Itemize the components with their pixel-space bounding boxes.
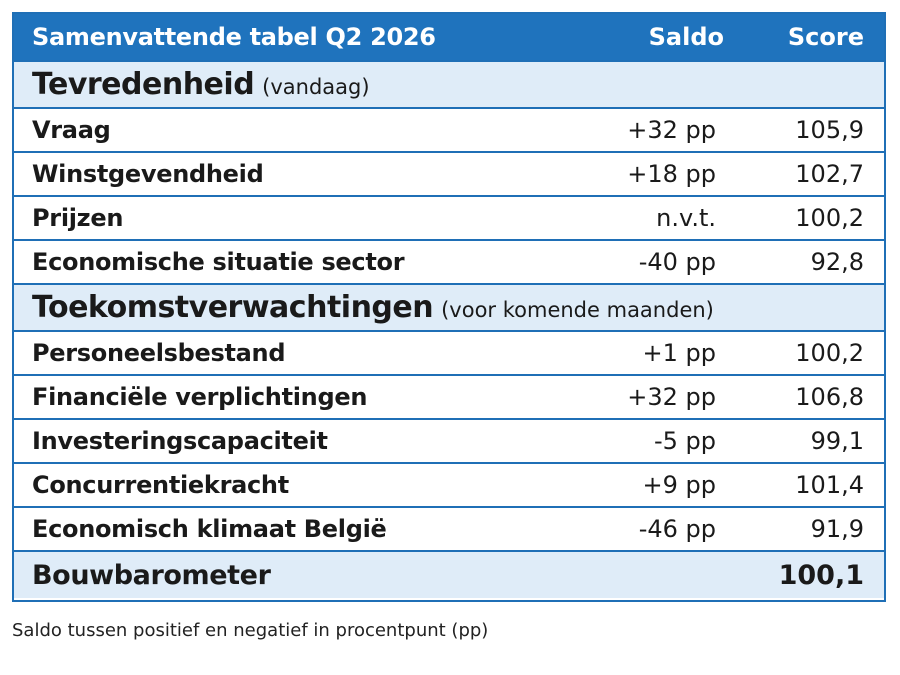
row-saldo: -40 pp: [638, 248, 716, 276]
row-saldo: +1 pp: [642, 339, 716, 367]
table-title: Samenvattende tabel Q2 2026: [32, 23, 436, 51]
row-saldo: -5 pp: [653, 427, 716, 455]
row-saldo: -46 pp: [638, 515, 716, 543]
score-column-header: Score: [787, 23, 864, 51]
table-row: Investeringscapaciteit -5 pp 99,1: [14, 420, 884, 464]
row-label: Vraag: [32, 116, 111, 144]
row-saldo: n.v.t.: [656, 204, 716, 232]
row-score: 100,2: [795, 339, 864, 367]
row-label: Economische situatie sector: [32, 248, 405, 276]
table-row: Economisch klimaat België -46 pp 91,9: [14, 508, 884, 552]
row-saldo: +32 pp: [627, 383, 716, 411]
row-saldo: +32 pp: [627, 116, 716, 144]
saldo-column-header: Saldo: [648, 23, 724, 51]
row-score: 92,8: [810, 248, 864, 276]
row-label: Prijzen: [32, 204, 124, 232]
summary-table: Samenvattende tabel Q2 2026 Saldo Score …: [12, 12, 886, 602]
row-label: Financiële verplichtingen: [32, 383, 368, 411]
table-row: Winstgevendheid +18 pp 102,7: [14, 153, 884, 197]
row-label: Personeelsbestand: [32, 339, 286, 367]
row-label: Concurrentiekracht: [32, 471, 289, 499]
table-row: Personeelsbestand +1 pp 100,2: [14, 332, 884, 376]
table-header: Samenvattende tabel Q2 2026 Saldo Score: [14, 14, 884, 62]
total-label: Bouwbarometer: [32, 559, 271, 591]
row-score: 99,1: [810, 427, 864, 455]
total-row: Bouwbarometer 100,1: [14, 552, 884, 598]
row-label: Winstgevendheid: [32, 160, 264, 188]
row-label: Economisch klimaat België: [32, 515, 387, 543]
table-row: Concurrentiekracht +9 pp 101,4: [14, 464, 884, 508]
total-score: 100,1: [778, 559, 864, 591]
table-row: Economische situatie sector -40 pp 92,8: [14, 241, 884, 285]
section-subtitle: (voor komende maanden): [441, 298, 714, 322]
row-score: 101,4: [795, 471, 864, 499]
section-title: Tevredenheid: [32, 67, 255, 102]
row-score: 100,2: [795, 204, 864, 232]
row-label: Investeringscapaciteit: [32, 427, 328, 455]
section-subtitle: (vandaag): [262, 75, 370, 99]
table-row: Vraag +32 pp 105,9: [14, 109, 884, 153]
section-header-tevredenheid: Tevredenheid (vandaag): [14, 62, 884, 109]
table-row: Prijzen n.v.t. 100,2: [14, 197, 884, 241]
row-saldo: +9 pp: [642, 471, 716, 499]
section-title: Toekomstverwachtingen: [32, 290, 434, 325]
row-score: 102,7: [795, 160, 864, 188]
row-score: 91,9: [810, 515, 864, 543]
row-score: 106,8: [795, 383, 864, 411]
table-row: Financiële verplichtingen +32 pp 106,8: [14, 376, 884, 420]
footnote: Saldo tussen positief en negatief in pro…: [12, 620, 489, 641]
row-score: 105,9: [795, 116, 864, 144]
section-header-toekomstverwachtingen: Toekomstverwachtingen (voor komende maand…: [14, 285, 884, 332]
row-saldo: +18 pp: [627, 160, 716, 188]
